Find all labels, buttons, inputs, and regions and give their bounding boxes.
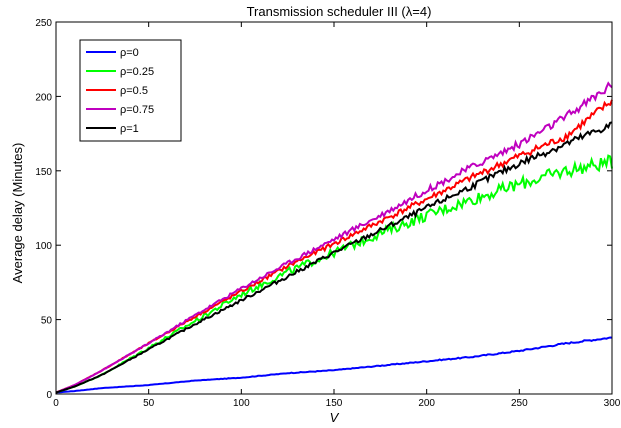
series-line-3 xyxy=(55,81,613,394)
y-tick-label-5: 250 xyxy=(35,18,52,29)
y-tick-label-2: 100 xyxy=(35,241,52,252)
y-tick-label-3: 150 xyxy=(35,167,52,178)
y-tick-label-0: 0 xyxy=(46,390,52,401)
legend-label-3: ρ=0.75 xyxy=(120,104,154,116)
series-line-1 xyxy=(55,154,613,394)
series-line-4 xyxy=(55,121,613,394)
y-tick-label-4: 200 xyxy=(35,92,52,103)
x-tick-label-2: 100 xyxy=(233,398,250,409)
x-tick-label-6: 300 xyxy=(604,398,621,409)
x-axis-label: V xyxy=(330,410,340,425)
legend-label-1: ρ=0.25 xyxy=(120,66,154,78)
x-tick-label-5: 250 xyxy=(511,398,528,409)
plot-area: 0 50 100 150 200 250 300 0 50 100 150 200 250 ρ=0 ρ=0.… xyxy=(35,18,620,409)
legend-label-4: ρ=1 xyxy=(120,123,139,135)
x-tick-label-0: 0 xyxy=(53,398,59,409)
y-axis-label: Average delay (Minutes) xyxy=(10,143,25,284)
x-tick-label-4: 200 xyxy=(418,398,435,409)
series-line-0 xyxy=(55,336,613,394)
legend-label-2: ρ=0.5 xyxy=(120,85,148,97)
x-tick-label-1: 50 xyxy=(143,398,155,409)
x-tick-label-3: 150 xyxy=(326,398,343,409)
chart-title: Transmission scheduler III (λ=4) xyxy=(247,4,432,19)
legend-label-0: ρ=0 xyxy=(120,47,139,59)
y-tick-label-1: 50 xyxy=(41,316,53,327)
